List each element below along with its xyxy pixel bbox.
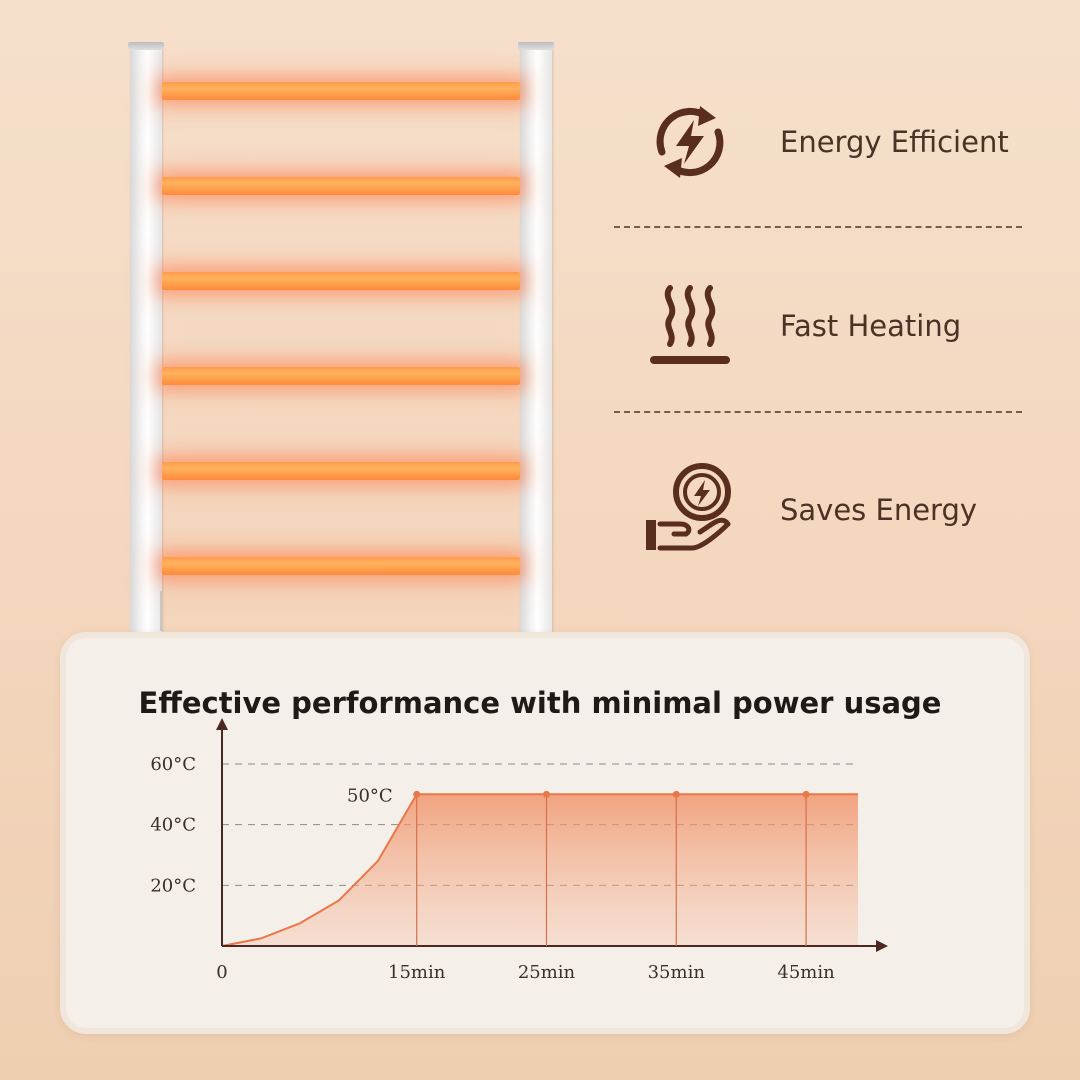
series-area	[222, 794, 858, 946]
heating-bar	[162, 272, 520, 290]
feature-saves-energy: Saves Energy	[640, 460, 1040, 560]
data-point	[413, 790, 421, 798]
feature-label: Fast Heating	[780, 309, 962, 343]
x-tick-label: 0	[216, 962, 227, 983]
heat-waves-icon	[650, 285, 730, 364]
series-line	[221, 793, 858, 947]
feature-energy-efficient: Energy Efficient	[640, 92, 1040, 192]
x-tick-label: 15min	[388, 962, 446, 983]
rail-cap	[518, 42, 554, 50]
heating-bar	[162, 462, 520, 480]
hand-coin-icon	[646, 463, 731, 551]
y-tick-label: 40°C	[150, 815, 196, 836]
rail-cap	[128, 42, 164, 50]
x-tick-label: 25min	[518, 962, 576, 983]
x-tick-label: 45min	[777, 962, 835, 983]
rack-right-rail	[518, 42, 554, 636]
rack-left-rail	[128, 42, 164, 636]
heating-bar	[162, 557, 520, 575]
rail-seam	[160, 591, 162, 631]
x-tick-label: 35min	[648, 962, 706, 983]
data-point	[672, 790, 680, 798]
x-axis-arrow	[876, 940, 888, 952]
feature-label: Saves Energy	[780, 493, 978, 527]
heating-bar	[162, 177, 520, 195]
annotation-label: 50°C	[347, 785, 393, 806]
data-point	[542, 790, 550, 798]
feature-divider	[614, 411, 1022, 413]
y-axis-arrow	[216, 718, 228, 730]
feature-fast-heating: Fast Heating	[640, 276, 1040, 376]
heating-bar	[162, 367, 520, 385]
feature-divider	[614, 226, 1022, 228]
feature-label: Energy Efficient	[780, 125, 1009, 159]
data-point	[802, 790, 810, 798]
energy-cycle-icon	[656, 106, 724, 178]
heating-bar	[162, 82, 520, 100]
heated-towel-rack	[0, 0, 600, 640]
y-tick-label: 20°C	[150, 875, 196, 896]
y-tick-label: 60°C	[150, 754, 196, 775]
chart-title: Effective performance with minimal power…	[138, 686, 942, 720]
